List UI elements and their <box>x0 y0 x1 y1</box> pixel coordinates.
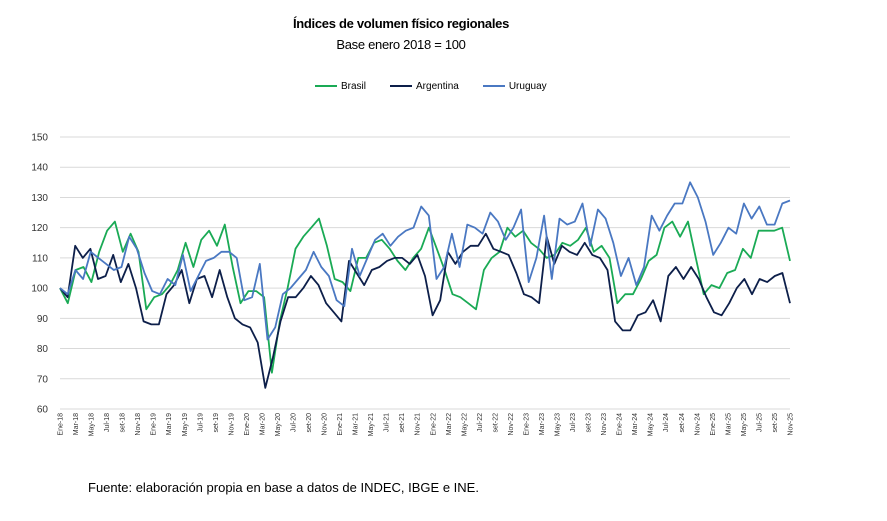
x-tick-label: Jul-23 <box>570 413 577 432</box>
x-tick-label: Mar-23 <box>539 413 546 435</box>
y-tick-label: 130 <box>31 193 48 204</box>
x-tick-label: Ene-21 <box>337 413 344 436</box>
x-tick-label: set-19 <box>213 413 220 433</box>
x-tick-label: Jul-20 <box>290 413 297 432</box>
x-tick-label: Mar-20 <box>259 413 266 435</box>
x-tick-label: Ene-19 <box>151 413 158 436</box>
x-tick-label: Mar-19 <box>166 413 173 435</box>
x-tick-label: set-23 <box>586 413 593 433</box>
x-tick-label: set-22 <box>492 413 499 433</box>
chart-subtitle: Base enero 2018 = 100 <box>336 37 466 52</box>
y-tick-label: 90 <box>37 314 49 325</box>
x-tick-label: Nov-20 <box>322 413 329 436</box>
series-lines <box>59 181 791 389</box>
x-tick-label: Ene-25 <box>710 413 717 436</box>
x-tick-label: May-19 <box>182 413 189 436</box>
x-tick-label: Jul-18 <box>104 413 111 432</box>
x-tick-label: Nov-25 <box>788 413 795 436</box>
legend-label-argentina: Argentina <box>416 80 459 92</box>
x-tick-label: May-22 <box>461 413 468 436</box>
x-tick-label: Ene-22 <box>430 413 437 436</box>
x-tick-label: Nov-22 <box>508 413 515 436</box>
y-tick-label: 140 <box>31 163 48 174</box>
x-tick-label: Ene-23 <box>523 413 530 436</box>
x-tick-label: May-25 <box>741 413 748 436</box>
y-tick-label: 80 <box>37 344 49 355</box>
chart-title: Índices de volumen físico regionales <box>292 16 510 31</box>
y-tick-label: 110 <box>32 253 48 264</box>
legend-item-argentina: Argentina <box>390 79 459 93</box>
x-tick-label: set-18 <box>120 413 127 433</box>
x-tick-label: Mar-21 <box>353 413 360 435</box>
legend: Brasil Argentina Uruguay <box>315 79 547 93</box>
x-tick-label: Nov-24 <box>694 413 701 436</box>
source-note: Fuente: elaboración propia en base a dat… <box>88 480 479 495</box>
series-line-argentina <box>59 232 791 389</box>
legend-label-uruguay: Uruguay <box>508 80 547 92</box>
x-tick-label: Jul-21 <box>384 413 391 432</box>
legend-item-uruguay: Uruguay <box>482 79 547 93</box>
x-tick-label: Nov-19 <box>228 413 235 436</box>
legend-label-brasil: Brasil <box>341 80 367 92</box>
x-tick-label: May-21 <box>368 413 375 436</box>
y-tick-label: 120 <box>31 223 48 234</box>
x-tick-label: Ene-18 <box>58 413 65 436</box>
x-tick-label: Ene-24 <box>617 413 624 436</box>
x-tick-label: Mar-22 <box>446 413 453 435</box>
x-tick-label: Jul-19 <box>197 413 204 432</box>
x-axis: Ene-18 Mar-18 May-18 Jul-18 set-18 Nov-18 Ene-… <box>58 413 795 436</box>
y-tick-label: 100 <box>31 284 48 295</box>
x-tick-label: Jul-24 <box>663 413 670 432</box>
y-axis: 60 70 80 90 100 110 120 130 140 150 <box>31 133 48 416</box>
y-tick-label: 60 <box>37 405 49 416</box>
x-tick-label: May-23 <box>555 413 562 436</box>
legend-swatch-argentina <box>390 85 413 87</box>
legend-swatch-uruguay <box>482 85 505 87</box>
legend-swatch-brasil <box>315 85 337 87</box>
x-tick-label: May-18 <box>89 413 96 436</box>
x-tick-label: set-24 <box>679 413 686 433</box>
y-tick-label: 70 <box>37 374 49 385</box>
x-tick-label: Nov-21 <box>415 413 422 436</box>
legend-item-brasil: Brasil <box>315 79 366 93</box>
y-tick-label: 150 <box>31 133 48 144</box>
x-tick-label: Mar-25 <box>725 413 732 435</box>
x-tick-label: May-24 <box>648 413 655 436</box>
x-tick-label: Nov-23 <box>601 413 608 436</box>
x-tick-label: Mar-24 <box>632 413 639 435</box>
x-tick-label: May-20 <box>275 413 282 436</box>
series-line-brasil <box>59 217 791 374</box>
x-tick-label: set-21 <box>399 413 406 433</box>
x-tick-label: set-20 <box>306 413 313 433</box>
x-tick-label: Nov-18 <box>135 413 142 436</box>
x-tick-label: Mar-18 <box>73 413 80 435</box>
x-tick-label: Jul-25 <box>756 413 763 432</box>
x-tick-label: set-25 <box>772 413 779 433</box>
series-line-uruguay <box>59 181 791 341</box>
x-tick-label: Ene-20 <box>244 413 251 436</box>
x-tick-label: Jul-22 <box>477 413 484 432</box>
